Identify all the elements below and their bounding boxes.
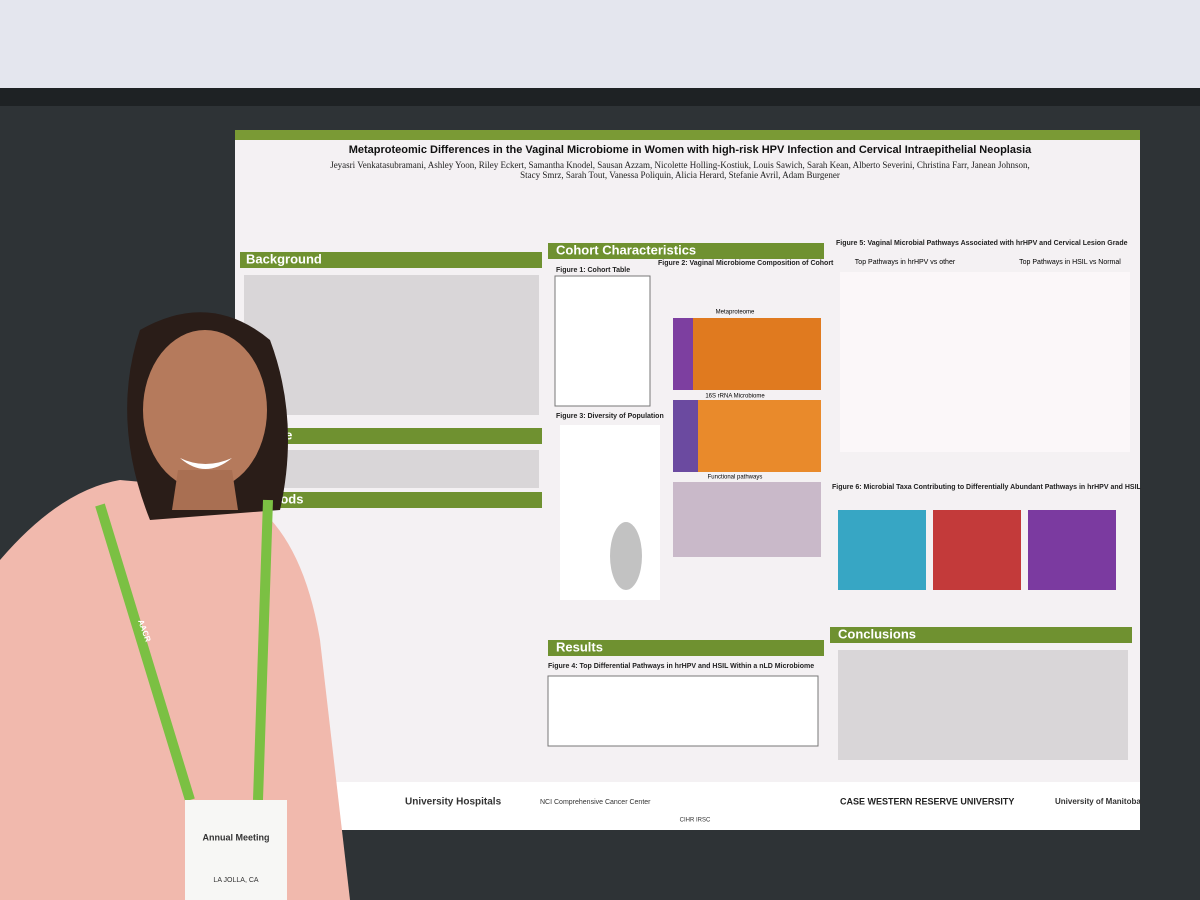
cohort-table [554,275,651,407]
subheading: Top Pathways in hrHPV vs other [855,259,956,266]
stacked-plot [673,318,693,390]
figure-caption: Figure 3: Diversity of Population [556,413,664,420]
section-heading: Background [246,251,322,266]
figure-caption: Figure 5: Vaginal Microbial Pathways Ass… [836,240,1128,247]
logo-strip [235,782,1140,830]
taxa-plot [933,510,1021,590]
stacked-plot [673,318,821,390]
frame [0,88,1200,106]
ellipse [610,522,642,590]
figure-caption: Figure 6: Microbial Taxa Contributing to… [832,484,1142,491]
badge-event: Annual Meeting [203,832,270,842]
section-bar [830,627,1132,643]
authors-text: Jeyasri Venkatasubramani, Ashley Yoon, R… [330,160,1030,180]
text-lines [244,275,1128,760]
section-heading: Conclusions [838,626,916,641]
section-heading: Results [556,639,603,654]
badge-location: LA JOLLA, CA [213,877,258,884]
face [143,330,267,490]
pathway-table [547,675,819,747]
taxa-plot [838,510,926,590]
stacked-plot [673,400,698,472]
stacked-plot [673,482,821,557]
section-bar [240,492,542,508]
section-bar [240,428,542,444]
logo: CASE WESTERN RESERVE UNIVERSITY [840,796,1014,806]
subheading: 16S rRNA Microbiome [705,394,765,400]
violin-plots [840,272,1130,452]
section-bar [548,640,824,656]
diversity-plot [560,425,660,600]
poster-title: Metaproteomic Differences in the Vaginal… [349,144,1032,156]
logo: NCI Comprehensive Cancer Center [540,799,651,806]
authors: Jeyasri Venkatasubramani, Ashley Yoon, R… [330,160,1030,180]
logo: University Hospitals [405,797,502,808]
section-bar [548,243,824,259]
screen [0,0,1200,88]
taxa-plot [1028,510,1116,590]
figure-caption: Figure 4: Top Differential Pathways in h… [548,663,814,670]
figure-caption: Figure 2: Vaginal Microbiome Composition… [658,260,834,267]
subheading: Functional pathways [708,475,763,481]
figure-caption: Figure 1: Cohort Table [556,267,630,274]
subheading: Metaproteome [716,310,755,316]
badge [185,800,287,900]
section-bar [240,252,542,268]
logo: CIHR IRSC [680,818,711,824]
logo: University of Manitoba [1055,797,1141,806]
neck [172,470,238,510]
poster-strip [235,130,1140,140]
smile [180,458,232,469]
lanyard [95,499,273,802]
subheading: Top Pathways in HSIL vs Normal [1019,259,1121,266]
section-heading: Cohort Characteristics [556,242,696,257]
